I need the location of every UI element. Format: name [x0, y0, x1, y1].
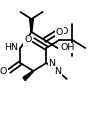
Text: N: N: [54, 67, 61, 76]
Text: O: O: [0, 67, 7, 76]
Text: HN: HN: [4, 44, 18, 52]
Polygon shape: [30, 19, 33, 32]
Text: O: O: [24, 35, 32, 45]
Text: O: O: [56, 28, 63, 37]
Text: O: O: [60, 26, 68, 35]
Text: OH: OH: [60, 44, 75, 52]
Polygon shape: [23, 71, 34, 81]
Text: N: N: [48, 58, 55, 67]
